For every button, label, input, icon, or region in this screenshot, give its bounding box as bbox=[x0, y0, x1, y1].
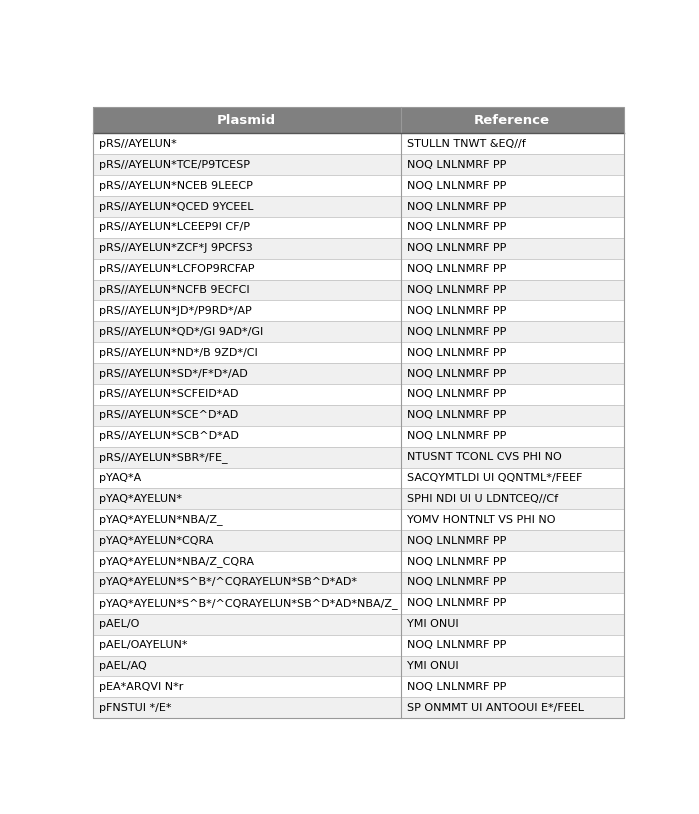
Text: pRS//AYELUN*SCB^D*AD: pRS//AYELUN*SCB^D*AD bbox=[99, 431, 239, 441]
Text: pRS//AYELUN*NCEB 9LEECP: pRS//AYELUN*NCEB 9LEECP bbox=[99, 181, 253, 190]
Bar bbox=[93, 467, 624, 488]
Text: NOQ LNLNMRF PP: NOQ LNLNMRF PP bbox=[408, 536, 507, 545]
Text: SPHI NDI UI U LDNTCEQ//Cf: SPHI NDI UI U LDNTCEQ//Cf bbox=[408, 494, 559, 504]
Text: NTUSNT TCONL CVS PHI NO: NTUSNT TCONL CVS PHI NO bbox=[408, 452, 562, 462]
Text: pRS//AYELUN*LCEEP9I CF/P: pRS//AYELUN*LCEEP9I CF/P bbox=[99, 222, 250, 232]
Text: NOQ LNLNMRF PP: NOQ LNLNMRF PP bbox=[408, 348, 507, 357]
Text: NOQ LNLNMRF PP: NOQ LNLNMRF PP bbox=[408, 389, 507, 400]
Text: pRS//AYELUN*SCE^D*AD: pRS//AYELUN*SCE^D*AD bbox=[99, 410, 238, 420]
Text: pYAQ*A: pYAQ*A bbox=[99, 473, 141, 483]
Text: pRS//AYELUN*ZCF*J 9PCFS3: pRS//AYELUN*ZCF*J 9PCFS3 bbox=[99, 243, 253, 253]
Bar bbox=[93, 217, 624, 238]
Text: NOQ LNLNMRF PP: NOQ LNLNMRF PP bbox=[408, 640, 507, 650]
Text: YMI ONUI: YMI ONUI bbox=[408, 619, 459, 629]
Text: NOQ LNLNMRF PP: NOQ LNLNMRF PP bbox=[408, 222, 507, 232]
Text: NOQ LNLNMRF PP: NOQ LNLNMRF PP bbox=[408, 306, 507, 316]
Text: NOQ LNLNMRF PP: NOQ LNLNMRF PP bbox=[408, 682, 507, 692]
Text: pRS//AYELUN*QCED 9YCEEL: pRS//AYELUN*QCED 9YCEEL bbox=[99, 202, 254, 212]
Bar bbox=[93, 447, 624, 467]
Text: SACQYMTLDI UI QQNTML*/FEEF: SACQYMTLDI UI QQNTML*/FEEF bbox=[408, 473, 582, 483]
Bar bbox=[93, 676, 624, 698]
Bar bbox=[93, 133, 624, 155]
Text: pRS//AYELUN*LCFOP9RCFAP: pRS//AYELUN*LCFOP9RCFAP bbox=[99, 265, 255, 274]
Text: NOQ LNLNMRF PP: NOQ LNLNMRF PP bbox=[408, 243, 507, 253]
Bar bbox=[93, 279, 624, 300]
Text: YMI ONUI: YMI ONUI bbox=[408, 661, 459, 671]
Text: Plasmid: Plasmid bbox=[217, 114, 276, 127]
Text: pYAQ*AYELUN*NBA/Z_CQRA: pYAQ*AYELUN*NBA/Z_CQRA bbox=[99, 556, 254, 567]
Text: SP ONMMT UI ANTOOUI E*/FEEL: SP ONMMT UI ANTOOUI E*/FEEL bbox=[408, 702, 584, 713]
Bar bbox=[93, 488, 624, 510]
Bar bbox=[93, 510, 624, 530]
Text: pRS//AYELUN*JD*/P9RD*/AP: pRS//AYELUN*JD*/P9RD*/AP bbox=[99, 306, 252, 316]
Bar bbox=[93, 155, 624, 175]
Bar bbox=[93, 405, 624, 426]
Bar bbox=[93, 530, 624, 551]
Bar bbox=[93, 238, 624, 259]
Text: NOQ LNLNMRF PP: NOQ LNLNMRF PP bbox=[408, 431, 507, 441]
Bar bbox=[93, 107, 624, 133]
Text: pRS//AYELUN*: pRS//AYELUN* bbox=[99, 139, 177, 149]
Bar bbox=[93, 426, 624, 447]
Text: NOQ LNLNMRF PP: NOQ LNLNMRF PP bbox=[408, 369, 507, 379]
Text: pEA*ARQVI N*r: pEA*ARQVI N*r bbox=[99, 682, 184, 692]
Text: pAEL/OAYELUN*: pAEL/OAYELUN* bbox=[99, 640, 188, 650]
Bar bbox=[93, 572, 624, 593]
Text: NOQ LNLNMRF PP: NOQ LNLNMRF PP bbox=[408, 160, 507, 170]
Text: pYAQ*AYELUN*NBA/Z_: pYAQ*AYELUN*NBA/Z_ bbox=[99, 514, 223, 525]
Text: pRS//AYELUN*SCFEID*AD: pRS//AYELUN*SCFEID*AD bbox=[99, 389, 239, 400]
Bar bbox=[93, 384, 624, 405]
Text: Reference: Reference bbox=[474, 114, 550, 127]
Text: pAEL/O: pAEL/O bbox=[99, 619, 140, 629]
Text: pAEL/AQ: pAEL/AQ bbox=[99, 661, 147, 671]
Text: NOQ LNLNMRF PP: NOQ LNLNMRF PP bbox=[408, 598, 507, 608]
Text: pRS//AYELUN*TCE/P9TCESP: pRS//AYELUN*TCE/P9TCESP bbox=[99, 160, 250, 170]
Bar bbox=[93, 655, 624, 676]
Bar bbox=[93, 342, 624, 363]
Text: NOQ LNLNMRF PP: NOQ LNLNMRF PP bbox=[408, 557, 507, 567]
Text: NOQ LNLNMRF PP: NOQ LNLNMRF PP bbox=[408, 410, 507, 420]
Bar bbox=[93, 196, 624, 217]
Text: pYAQ*AYELUN*: pYAQ*AYELUN* bbox=[99, 494, 182, 504]
Bar bbox=[93, 259, 624, 279]
Text: NOQ LNLNMRF PP: NOQ LNLNMRF PP bbox=[408, 265, 507, 274]
Text: NOQ LNLNMRF PP: NOQ LNLNMRF PP bbox=[408, 285, 507, 295]
Bar bbox=[93, 363, 624, 384]
Text: NOQ LNLNMRF PP: NOQ LNLNMRF PP bbox=[408, 326, 507, 337]
Text: pRS//AYELUN*SD*/F*D*/AD: pRS//AYELUN*SD*/F*D*/AD bbox=[99, 369, 248, 379]
Bar bbox=[93, 698, 624, 718]
Bar bbox=[93, 322, 624, 342]
Text: pYAQ*AYELUN*S^B*/^CQRAYELUN*SB^D*AD*: pYAQ*AYELUN*S^B*/^CQRAYELUN*SB^D*AD* bbox=[99, 577, 357, 588]
Bar bbox=[93, 614, 624, 635]
Text: YOMV HONTNLT VS PHI NO: YOMV HONTNLT VS PHI NO bbox=[408, 514, 556, 525]
Text: pRS//AYELUN*SBR*/FE_: pRS//AYELUN*SBR*/FE_ bbox=[99, 452, 228, 462]
Text: pRS//AYELUN*NCFB 9ECFCI: pRS//AYELUN*NCFB 9ECFCI bbox=[99, 285, 250, 295]
Bar bbox=[93, 635, 624, 655]
Bar bbox=[93, 175, 624, 196]
Text: pRS//AYELUN*QD*/GI 9AD*/GI: pRS//AYELUN*QD*/GI 9AD*/GI bbox=[99, 326, 264, 337]
Text: STULLN TNWT &EQ//f: STULLN TNWT &EQ//f bbox=[408, 139, 526, 149]
Text: NOQ LNLNMRF PP: NOQ LNLNMRF PP bbox=[408, 202, 507, 212]
Text: NOQ LNLNMRF PP: NOQ LNLNMRF PP bbox=[408, 181, 507, 190]
Text: pRS//AYELUN*ND*/B 9ZD*/CI: pRS//AYELUN*ND*/B 9ZD*/CI bbox=[99, 348, 258, 357]
Text: pYAQ*AYELUN*S^B*/^CQRAYELUN*SB^D*AD*NBA/Z_: pYAQ*AYELUN*S^B*/^CQRAYELUN*SB^D*AD*NBA/… bbox=[99, 597, 398, 609]
Text: NOQ LNLNMRF PP: NOQ LNLNMRF PP bbox=[408, 577, 507, 588]
Bar bbox=[93, 551, 624, 572]
Text: pFNSTUI */E*: pFNSTUI */E* bbox=[99, 702, 172, 713]
Bar bbox=[93, 593, 624, 614]
Bar bbox=[93, 300, 624, 322]
Text: pYAQ*AYELUN*CQRA: pYAQ*AYELUN*CQRA bbox=[99, 536, 214, 545]
